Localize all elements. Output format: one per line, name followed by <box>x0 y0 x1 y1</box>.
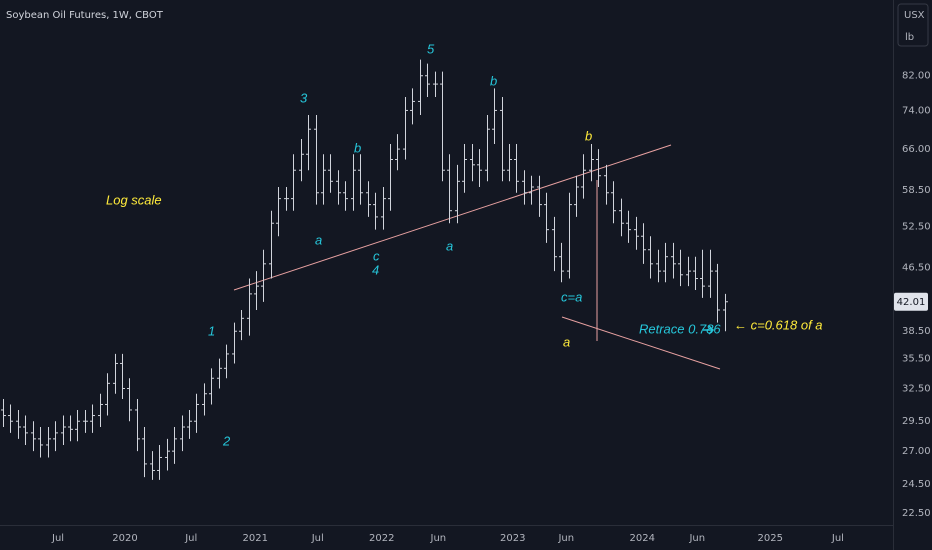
annotation: 5 <box>427 41 435 56</box>
x-tick-label: 2020 <box>112 533 137 544</box>
trendline <box>561 316 721 370</box>
y-tick-label: 52.50 <box>902 221 931 232</box>
y-tick-label: 46.50 <box>902 262 931 273</box>
arrow-icon <box>703 325 715 335</box>
x-tick-label: Jun <box>430 533 447 544</box>
annotation: 4 <box>372 262 379 277</box>
unit-box <box>897 3 929 47</box>
unit-label: lb <box>905 32 914 43</box>
x-tick-label: 2024 <box>629 533 654 544</box>
annotation: b <box>490 73 497 88</box>
x-tick-label: Jul <box>184 533 197 544</box>
bars <box>1 59 728 480</box>
annotation: a <box>563 334 570 349</box>
chart-title: Soybean Oil Futures, 1W, CBOT <box>6 10 164 21</box>
y-tick-label: 35.50 <box>902 354 931 365</box>
y-tick-label: 58.50 <box>902 185 931 196</box>
annotation: a <box>446 238 453 253</box>
x-tick-label: Jun <box>688 533 705 544</box>
x-tick-label: 2022 <box>369 533 394 544</box>
annotation: c <box>373 248 380 263</box>
y-tick-label: 29.50 <box>902 416 931 427</box>
x-tick-label: 2021 <box>243 533 268 544</box>
x-tick-label: 2025 <box>757 533 782 544</box>
y-tick-label: 66.00 <box>902 144 931 155</box>
annotation: c=a <box>561 289 582 304</box>
y-tick-label: 38.50 <box>902 326 931 337</box>
x-tick-label: Jul <box>311 533 324 544</box>
y-tick-label: 24.50 <box>902 479 931 490</box>
annotation: a <box>315 232 322 247</box>
currency-label: USX <box>904 10 925 21</box>
y-tick-label: 27.00 <box>902 446 931 457</box>
x-tick-label: 2023 <box>500 533 525 544</box>
annotation: 1 <box>208 323 215 338</box>
annotation: Log scale <box>106 192 162 207</box>
y-tick-label: 82.00 <box>902 71 931 82</box>
annotation: 3 <box>300 90 308 105</box>
annotation: b <box>354 140 361 155</box>
y-tick-label: 74.00 <box>902 105 931 116</box>
annotation: ← c=0.618 of a <box>734 317 823 332</box>
x-tick-label: Jul <box>51 533 64 544</box>
last-price-tag <box>894 292 928 311</box>
annotation: b <box>585 128 592 143</box>
annotation: 2 <box>222 433 231 448</box>
last-price-label: 42.01 <box>897 297 926 308</box>
y-tick-label: 22.50 <box>902 508 931 519</box>
x-tick-label: Jun <box>557 533 574 544</box>
y-tick-label: 32.50 <box>902 383 931 394</box>
x-tick-label: Jul <box>831 533 844 544</box>
annotation: Retrace 0.786 <box>639 321 721 336</box>
